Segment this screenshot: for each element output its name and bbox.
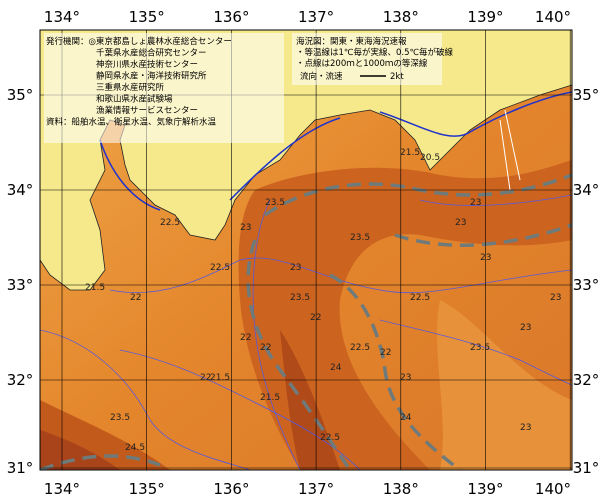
warm-core (40, 430, 120, 470)
sea-zone (437, 300, 572, 470)
lat-label: 31° (573, 459, 600, 477)
contour-label: 23.5 (470, 343, 490, 353)
issuer: 千葉県水産総合研究センター (96, 48, 207, 59)
lon-label: 134° (44, 480, 80, 498)
header-box (44, 33, 284, 143)
contour-label: 22.5 (410, 293, 430, 303)
contour-label: 22 (200, 373, 211, 383)
map-frame (39, 29, 573, 471)
contour-label: 20.5 (420, 153, 440, 163)
contour-label: 22 (260, 343, 271, 353)
lat-label: 35° (573, 86, 600, 104)
flow-unit: 2kt (390, 72, 404, 82)
contour-label: 23 (290, 263, 301, 273)
lat-label: 34° (573, 181, 600, 199)
issuer: 静岡県水産・海洋技術研究所 (96, 71, 207, 82)
isotherm-coastal (99, 91, 572, 211)
lat-label: 32° (573, 371, 600, 389)
lon-label: 137° (298, 8, 334, 26)
axis-labels: 134° 134° 135° 135° 136° 136° 137° 137° 138° 138°… (7, 8, 600, 498)
note: ・点線は200ｍと1000ｍの等深線 (296, 58, 428, 69)
issuer: 資料：船舶水温、衛星水温、気象庁解析水温 (46, 117, 217, 128)
contour-label: 23 (520, 423, 531, 433)
issuer: 漁業情報サービスセンター (96, 105, 198, 116)
contour-label: 22 (240, 333, 251, 343)
lon-label: 139° (467, 480, 503, 498)
contour-label: 23.5 (350, 233, 370, 243)
issuer: 神奈川県水産技術センター (96, 59, 198, 70)
contour-label: 21.5 (85, 283, 105, 293)
contour-label: 22.5 (350, 343, 370, 353)
lat-label: 35° (7, 86, 34, 104)
contour-label: 23 (470, 198, 481, 208)
contour-label: 21.5 (260, 393, 280, 403)
flow-legend: 流向・流速 (300, 71, 343, 82)
contour-label: 23 (455, 218, 466, 228)
warm-core (280, 330, 340, 470)
contour-label: 23 (550, 293, 561, 303)
contour-label: 22.5 (160, 218, 180, 228)
lon-label: 139° (467, 8, 503, 26)
issuer: 三重県水産研究所 (96, 82, 165, 93)
lat-label: 34° (7, 181, 34, 199)
contour-label: 22 (130, 293, 141, 303)
contour-label: 23.5 (110, 413, 130, 423)
contour-label: 21.5 (400, 148, 420, 158)
contour-label: 21.5 (210, 373, 230, 383)
contour-label: 24.5 (125, 443, 145, 453)
contour-label: 23 (480, 253, 491, 263)
header: 発行機関：◎東京都島しょ農林水産総合センター千葉県水産総合研究センター神奈川県水… (46, 36, 454, 128)
contour-label: 23.5 (290, 293, 310, 303)
contour-label: 22 (310, 313, 321, 323)
lon-label: 138° (383, 480, 419, 498)
contour-label: 22.5 (210, 263, 230, 273)
contour-label: 22.5 (320, 433, 340, 443)
contour-label: 24 (400, 413, 412, 423)
note: 海況図：関東・東海海況速報 (296, 36, 407, 47)
lon-label: 136° (213, 8, 249, 26)
contour-label: 22 (380, 348, 391, 358)
note: ・等温線は1℃毎が実線、0.5℃毎が破線 (296, 47, 454, 58)
lon-label: 138° (383, 8, 419, 26)
lon-label: 134° (44, 8, 80, 26)
flow-vectors (499, 109, 521, 191)
contour-label: 23 (240, 223, 251, 233)
contour-label: 23.5 (265, 198, 285, 208)
warm-core (238, 160, 572, 470)
lat-label: 32° (7, 371, 34, 389)
lat-label: 33° (573, 276, 600, 294)
lat-label: 33° (7, 276, 34, 294)
issuer: 発行機関：◎東京都島しょ農林水産総合センター (46, 36, 232, 47)
lon-label: 140° (535, 8, 571, 26)
lon-label: 135° (129, 8, 165, 26)
isotherms (40, 194, 572, 470)
contour-label: 24 (330, 363, 342, 373)
contour-label: 23 (400, 373, 411, 383)
lon-label: 136° (213, 480, 249, 498)
lon-label: 140° (535, 480, 571, 498)
lat-label: 31° (7, 459, 34, 477)
lon-label: 137° (298, 480, 334, 498)
contour-label: 23 (520, 323, 531, 333)
lon-label: 135° (129, 480, 165, 498)
issuer: 和歌山県水産試験場 (96, 94, 173, 105)
